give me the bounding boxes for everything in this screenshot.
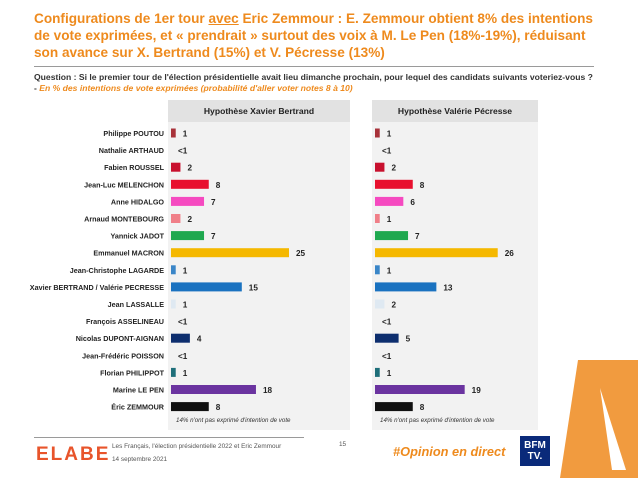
title-divider xyxy=(34,66,594,67)
data-label-bertrand: 15 xyxy=(249,283,259,292)
bar-bertrand xyxy=(171,162,181,172)
data-label-bertrand: <1 xyxy=(178,352,188,361)
page-number: 15 xyxy=(339,441,347,448)
data-label-pecresse: 8 xyxy=(420,403,425,412)
data-label-bertrand: 18 xyxy=(263,386,273,395)
data-label-bertrand: 2 xyxy=(187,215,192,224)
data-label-pecresse: 26 xyxy=(505,249,515,258)
category-label: Xavier BERTRAND / Valérie PECRESSE xyxy=(30,283,164,292)
data-label-bertrand: 7 xyxy=(211,232,216,241)
data-label-pecresse: <1 xyxy=(382,318,392,327)
bar-pecresse xyxy=(375,402,413,412)
category-label: Nathalie ARTHAUD xyxy=(99,146,164,155)
bar-bertrand xyxy=(171,265,176,275)
category-label: Jean-Frédéric POISSON xyxy=(82,351,164,360)
data-label-bertrand: 1 xyxy=(183,369,188,378)
data-label-pecresse: 8 xyxy=(420,181,425,190)
data-label-pecresse: 5 xyxy=(406,335,411,344)
bar-bertrand xyxy=(171,385,256,394)
data-label-bertrand: 8 xyxy=(216,403,221,412)
panel-bertrand: Hypothèse Xavier Bertrand xyxy=(168,100,350,430)
data-label-pecresse: 2 xyxy=(391,164,396,173)
category-label: Jean LASSALLE xyxy=(108,300,165,309)
data-label-bertrand: 4 xyxy=(197,335,202,344)
page-title: Configurations de 1er tour avec Eric Zem… xyxy=(34,11,593,60)
category-label: Nicolas DUPONT-AIGNAN xyxy=(76,334,164,343)
category-label: Anne HIDALGO xyxy=(111,197,165,206)
footer-divider xyxy=(34,437,304,438)
data-label-pecresse: 7 xyxy=(415,232,420,241)
footnote-pecresse: 14% n'ont pas exprimé d'intention de vot… xyxy=(380,417,495,424)
bar-pecresse xyxy=(375,265,380,275)
bar-pecresse xyxy=(375,231,409,241)
bar-bertrand xyxy=(171,196,205,206)
category-label: Jean-Christophe LAGARDE xyxy=(70,266,164,275)
bar-bertrand xyxy=(171,402,209,412)
bar-bertrand xyxy=(171,282,242,292)
category-label: Philippe POUTOU xyxy=(103,129,164,138)
data-label-pecresse: 1 xyxy=(387,266,392,275)
data-label-pecresse: 6 xyxy=(410,198,415,207)
data-label-pecresse: 19 xyxy=(472,386,482,395)
category-label: Emmanuel MACRON xyxy=(93,249,164,258)
bar-pecresse xyxy=(375,248,498,258)
category-label: Florian PHILIPPOT xyxy=(100,368,165,377)
bar-pecresse xyxy=(375,299,385,309)
bar-bertrand xyxy=(171,214,181,223)
footer-line2: 14 septembre 2021 xyxy=(112,456,168,463)
bar-pecresse xyxy=(375,128,380,138)
data-label-bertrand: 1 xyxy=(183,130,188,139)
data-label-bertrand: 1 xyxy=(183,301,188,310)
data-label-bertrand: 25 xyxy=(296,249,306,258)
data-label-pecresse: 1 xyxy=(387,215,392,224)
question-subtitle: En % des intentions de vote exprimées (p… xyxy=(39,83,353,93)
data-label-bertrand: 7 xyxy=(211,198,216,207)
category-label: François ASSELINEAU xyxy=(86,317,164,326)
data-label-pecresse: <1 xyxy=(382,352,392,361)
elabe-logo: ELABE xyxy=(36,444,111,465)
category-label: Fabien ROUSSEL xyxy=(104,163,165,172)
category-label: Jean-Luc MELENCHON xyxy=(84,180,164,189)
bar-pecresse xyxy=(375,179,413,189)
hashtag: #Opinion en direct xyxy=(393,444,506,459)
bar-pecresse xyxy=(375,196,404,206)
bfmtv-logo: BFM TV. xyxy=(520,436,550,466)
bar-bertrand xyxy=(171,299,176,309)
bar-pecresse xyxy=(375,333,399,343)
category-label: Marine LE PEN xyxy=(113,386,164,395)
data-label-bertrand: 2 xyxy=(187,164,192,173)
bar-pecresse xyxy=(375,162,385,172)
category-label: Éric ZEMMOUR xyxy=(111,403,165,412)
bar-bertrand xyxy=(171,179,209,189)
bar-bertrand xyxy=(171,231,205,241)
footnote-bertrand: 14% n'ont pas exprimé d'intention de vot… xyxy=(176,417,291,424)
data-label-pecresse: 1 xyxy=(387,130,392,139)
bar-bertrand xyxy=(171,128,176,138)
question-text: Question : Si le premier tour de l'élect… xyxy=(34,72,593,93)
category-label: Arnaud MONTEBOURG xyxy=(84,215,164,224)
data-label-pecresse: 13 xyxy=(443,283,453,292)
data-label-bertrand: 1 xyxy=(183,266,188,275)
bar-bertrand xyxy=(171,248,289,258)
data-label-pecresse: 1 xyxy=(387,369,392,378)
bar-pecresse xyxy=(375,282,437,292)
data-label-pecresse: 2 xyxy=(391,301,396,310)
data-label-bertrand: <1 xyxy=(178,147,188,156)
bar-bertrand xyxy=(171,333,190,343)
panel-pecresse: Hypothèse Valérie Pécresse xyxy=(372,100,538,430)
bar-bertrand xyxy=(171,367,176,377)
data-label-bertrand: 8 xyxy=(216,181,221,190)
data-label-pecresse: <1 xyxy=(382,147,392,156)
data-label-bertrand: <1 xyxy=(178,318,188,327)
category-label: Yannick JADOT xyxy=(110,232,164,241)
bar-pecresse xyxy=(375,367,380,377)
panel-title-pecresse: Hypothèse Valérie Pécresse xyxy=(372,100,538,122)
bar-pecresse xyxy=(375,214,380,223)
footer-line1: Les Français, l'élection présidentielle … xyxy=(112,443,282,450)
bar-pecresse xyxy=(375,385,465,394)
panel-title-bertrand: Hypothèse Xavier Bertrand xyxy=(168,100,350,122)
